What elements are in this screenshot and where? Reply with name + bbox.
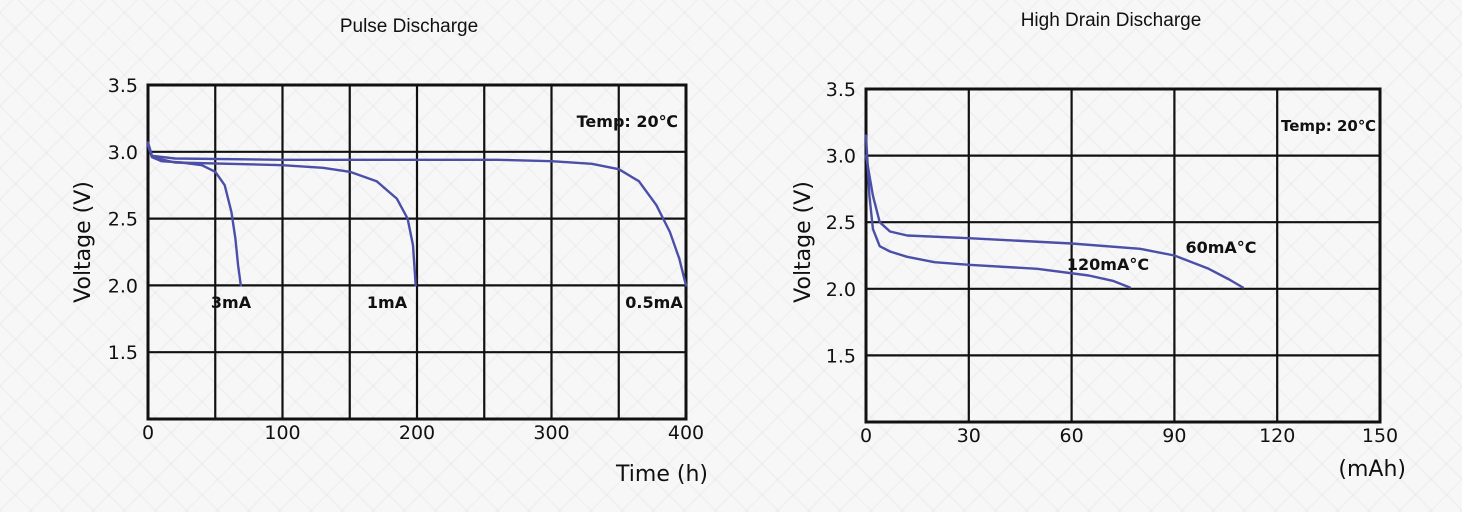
x-tick-label: 150 xyxy=(1362,425,1398,447)
x-axis-label: (mAh) xyxy=(1338,457,1406,482)
y-tick-label: 3.0 xyxy=(108,142,138,164)
series-lines xyxy=(864,134,1245,289)
y-tick-label: 3.5 xyxy=(108,75,138,97)
x-tick-label: 90 xyxy=(1162,425,1186,447)
temperature-annotation: Temp: 20℃ xyxy=(577,112,678,131)
x-tick-label: 0 xyxy=(860,425,872,447)
series-labels: 3mA 1mA 0.5mA xyxy=(211,293,683,312)
x-axis-label: Time (h) xyxy=(615,462,708,487)
y-tick-label: 3.0 xyxy=(826,146,856,168)
y-tick-label: 1.5 xyxy=(108,342,138,364)
x-tick-labels: 0 30 60 90 120 150 xyxy=(860,425,1398,447)
x-tick-label: 300 xyxy=(533,422,569,444)
x-tick-labels: 0 100 200 300 400 xyxy=(142,422,704,444)
series-label: 0.5mA xyxy=(625,293,683,312)
x-tick-label: 400 xyxy=(668,422,704,444)
y-tick-label: 2.5 xyxy=(108,209,138,231)
chart-title: Pulse Discharge xyxy=(340,16,478,37)
series-label: 1mA xyxy=(367,293,408,312)
plot-frame xyxy=(146,83,688,421)
pulse-discharge-chart: Pulse Discharge 1.5 2.0 2.5 3.0 3.5 0 100 200 3… xyxy=(71,16,708,487)
y-tick-labels: 1.5 2.0 2.5 3.0 3.5 xyxy=(108,75,138,364)
series-line xyxy=(146,143,242,287)
series-label: 3mA xyxy=(211,293,252,312)
y-axis-label: Voltage (V) xyxy=(71,181,96,303)
series-labels: 120mA°C 60mA°C xyxy=(1067,238,1257,274)
y-tick-label: 2.0 xyxy=(108,275,138,297)
y-tick-label: 1.5 xyxy=(826,345,856,367)
chart-title: High Drain Discharge xyxy=(1021,10,1202,31)
series-line xyxy=(146,143,417,287)
series-lines xyxy=(146,141,688,287)
series-line xyxy=(864,154,1245,289)
series-line xyxy=(864,134,1132,289)
y-axis-label: Voltage (V) xyxy=(791,181,816,303)
plot-frame xyxy=(864,87,1382,424)
y-tick-label: 2.5 xyxy=(826,212,856,234)
series-line xyxy=(146,141,688,287)
temperature-annotation: Temp: 20℃ xyxy=(1281,117,1376,135)
x-tick-label: 120 xyxy=(1259,425,1295,447)
grid xyxy=(146,83,688,421)
y-tick-label: 2.0 xyxy=(826,279,856,301)
x-tick-label: 30 xyxy=(957,425,981,447)
x-tick-label: 100 xyxy=(264,422,300,444)
series-label: 60mA°C xyxy=(1185,238,1256,257)
x-tick-label: 200 xyxy=(399,422,435,444)
x-tick-label: 0 xyxy=(142,422,154,444)
y-tick-label: 3.5 xyxy=(826,79,856,101)
x-tick-label: 60 xyxy=(1060,425,1084,447)
y-tick-labels: 1.5 2.0 2.5 3.0 3.5 xyxy=(826,79,856,367)
high-drain-discharge-chart: High Drain Discharge 1.5 2.0 2.5 3.0 3.5 0 30… xyxy=(791,10,1406,482)
series-label: 120mA°C xyxy=(1067,255,1149,274)
